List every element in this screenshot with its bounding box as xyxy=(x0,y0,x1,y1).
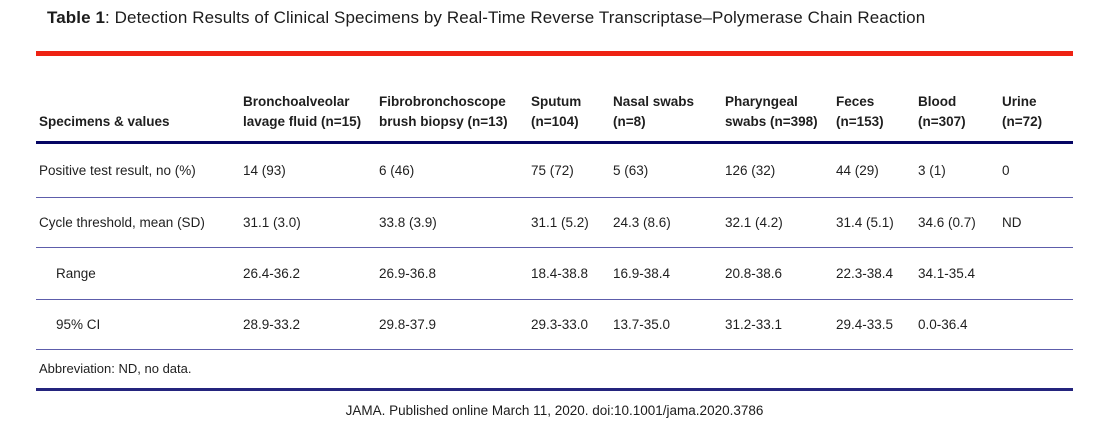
cell: 24.3 (8.6) xyxy=(610,197,722,248)
table-row-range: Range 26.4-36.2 26.9-36.8 18.4-38.8 16.9… xyxy=(36,247,1073,300)
detection-results-table: Specimens & values Bronchoalveolar lavag… xyxy=(36,56,1073,391)
column-header-bronchoalveolar: Bronchoalveolar lavage fluid (n=15) xyxy=(240,56,376,144)
column-header-pharyngeal-swabs: Pharyngeal swabs (n=398) xyxy=(722,56,833,144)
column-header-feces: Feces (n=153) xyxy=(833,56,915,144)
column-header-fibrobronchoscope: Fibrobronchoscope brush biopsy (n=13) xyxy=(376,56,528,144)
cell: 31.1 (5.2) xyxy=(528,197,610,248)
table-container: Specimens & values Bronchoalveolar lavag… xyxy=(36,51,1073,391)
row-label: Positive test result, no (%) xyxy=(36,142,240,198)
column-header-nasal-swabs: Nasal swabs (n=8) xyxy=(610,56,722,144)
cell: ND xyxy=(999,197,1073,248)
cell xyxy=(999,299,1073,350)
cell: 31.1 (3.0) xyxy=(240,197,376,248)
journal-citation: JAMA. Published online March 11, 2020. d… xyxy=(345,403,764,418)
top-red-rule xyxy=(36,51,1073,56)
footnote-row: Abbreviation: ND, no data. xyxy=(36,349,1073,391)
column-header-urine: Urine (n=72) xyxy=(999,56,1073,144)
cell: 13.7-35.0 xyxy=(610,299,722,350)
table-title-text: : Detection Results of Clinical Specimen… xyxy=(105,8,926,27)
cell: 14 (93) xyxy=(240,142,376,198)
row-label: 95% CI xyxy=(36,299,240,350)
column-header-specimens: Specimens & values xyxy=(36,56,240,144)
cell: 0 xyxy=(999,142,1073,198)
cell xyxy=(999,247,1073,300)
table-row-positive-test-result: Positive test result, no (%) 14 (93) 6 (… xyxy=(36,142,1073,198)
header-row: Specimens & values Bronchoalveolar lavag… xyxy=(36,56,1073,144)
cell: 20.8-38.6 xyxy=(722,247,833,300)
cell: 5 (63) xyxy=(610,142,722,198)
cell: 29.3-33.0 xyxy=(528,299,610,350)
table-row-cycle-threshold: Cycle threshold, mean (SD) 31.1 (3.0) 33… xyxy=(36,197,1073,248)
cell: 0.0-36.4 xyxy=(915,299,999,350)
cell: 31.2-33.1 xyxy=(722,299,833,350)
cell: 29.4-33.5 xyxy=(833,299,915,350)
cell: 126 (32) xyxy=(722,142,833,198)
cell: 44 (29) xyxy=(833,142,915,198)
cell: 34.6 (0.7) xyxy=(915,197,999,248)
cell: 18.4-38.8 xyxy=(528,247,610,300)
row-label: Range xyxy=(36,247,240,300)
cell: 75 (72) xyxy=(528,142,610,198)
row-label: Cycle threshold, mean (SD) xyxy=(36,197,240,248)
cell: 6 (46) xyxy=(376,142,528,198)
cell: 26.4-36.2 xyxy=(240,247,376,300)
cell: 34.1-35.4 xyxy=(915,247,999,300)
table-row-95-ci: 95% CI 28.9-33.2 29.8-37.9 29.3-33.0 13.… xyxy=(36,299,1073,350)
abbreviation-footnote: Abbreviation: ND, no data. xyxy=(36,349,1073,391)
cell: 16.9-38.4 xyxy=(610,247,722,300)
column-header-blood: Blood (n=307) xyxy=(915,56,999,144)
cell: 32.1 (4.2) xyxy=(722,197,833,248)
cell: 26.9-36.8 xyxy=(376,247,528,300)
cell: 28.9-33.2 xyxy=(240,299,376,350)
table-title-number: Table 1 xyxy=(47,8,106,27)
cell: 33.8 (3.9) xyxy=(376,197,528,248)
column-header-sputum: Sputum (n=104) xyxy=(528,56,610,144)
cell: 31.4 (5.1) xyxy=(833,197,915,248)
cell: 29.8-37.9 xyxy=(376,299,528,350)
table-title: Table 1: Detection Results of Clinical S… xyxy=(47,8,925,28)
cell: 3 (1) xyxy=(915,142,999,198)
cell: 22.3-38.4 xyxy=(833,247,915,300)
